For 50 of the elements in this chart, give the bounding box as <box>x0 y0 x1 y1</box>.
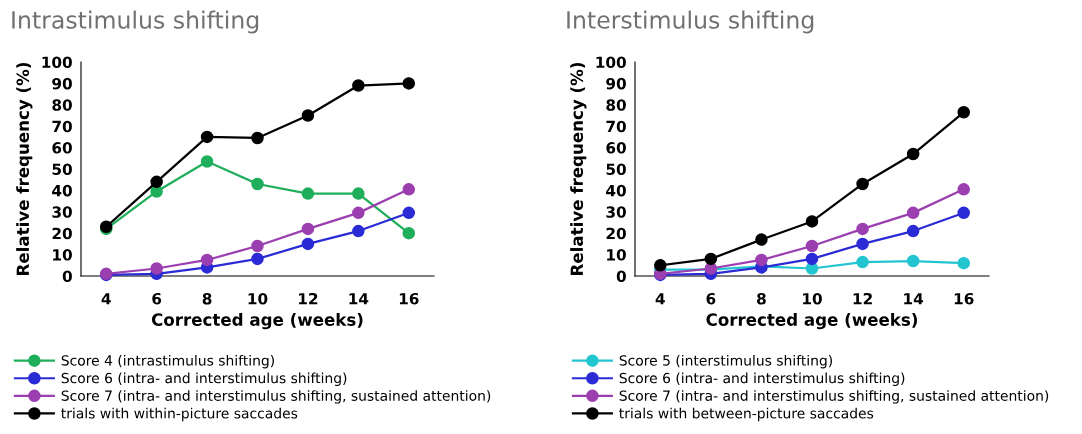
x-tick-label: 6 <box>706 292 716 305</box>
y-tick-label: 60 <box>606 142 626 154</box>
y-tick-label: 100 <box>42 56 72 69</box>
y-tick-label: 0 <box>616 270 626 283</box>
legend-label: Score 6 (intra- and interstimulus shifting) <box>61 372 347 386</box>
x-tick-label: 4 <box>101 293 111 305</box>
y-tick-label: 100 <box>596 56 626 69</box>
y-tick-label: 20 <box>606 227 626 240</box>
x-tick-label: 8 <box>757 292 766 305</box>
x-axis-title: Corrected age (weeks) <box>706 313 917 330</box>
chart-title: Intrastimulus shifting <box>12 10 259 34</box>
legend-label: Score 4 (intrastimulus shifting) <box>61 354 274 369</box>
y-tick-label: 60 <box>52 142 72 154</box>
y-tick-label: 90 <box>52 77 72 90</box>
legend-label: Score 7 (intra- and interstimulus shifting, sustained attention) <box>61 390 491 404</box>
x-tick-label: 8 <box>202 292 212 305</box>
y-tick-label: 0 <box>62 270 72 283</box>
y-tick-label: 90 <box>606 77 626 90</box>
legend-label: trials with within-picture saccades <box>61 407 298 422</box>
y-tick-label: 10 <box>53 249 72 261</box>
y-tick-label: 50 <box>52 163 72 176</box>
x-tick-label: 6 <box>152 292 162 305</box>
legend-label: trials with between-picture saccades <box>619 407 874 422</box>
x-tick-label: 10 <box>803 292 822 305</box>
y-tick-label: 80 <box>52 99 72 111</box>
y-tick-label: 10 <box>607 249 626 261</box>
x-tick-label: 16 <box>954 292 974 305</box>
x-tick-label: 10 <box>248 292 268 305</box>
x-tick-label: 12 <box>299 292 318 305</box>
x-tick-label: 4 <box>655 293 665 305</box>
y-tick-label: 70 <box>52 120 72 133</box>
y-tick-label: 70 <box>606 120 626 133</box>
y-axis-title: Relative frequency (%) <box>570 62 587 275</box>
y-axis-title: Relative frequency (%) <box>16 62 33 275</box>
x-tick-label: 14 <box>349 293 369 305</box>
y-tick-label: 30 <box>606 206 626 218</box>
x-axis-title: Corrected age (weeks) <box>151 313 363 330</box>
legend-label: Score 7 (intra- and interstimulus shifting, sustained attention) <box>619 390 1049 404</box>
x-tick-label: 14 <box>904 293 924 305</box>
chart-title: Interstimulus shifting <box>567 10 814 34</box>
y-tick-label: 50 <box>606 163 626 176</box>
legend-label: Score 5 (interstimulus shifting) <box>619 354 832 369</box>
y-tick-label: 40 <box>606 184 626 197</box>
y-tick-label: 40 <box>52 184 72 197</box>
x-tick-label: 16 <box>399 292 419 305</box>
x-tick-label: 12 <box>853 292 872 305</box>
y-tick-label: 20 <box>52 227 72 240</box>
y-tick-label: 80 <box>606 99 626 111</box>
legend-label: Score 6 (intra- and interstimulus shifting) <box>619 372 905 386</box>
y-tick-label: 30 <box>52 206 72 218</box>
